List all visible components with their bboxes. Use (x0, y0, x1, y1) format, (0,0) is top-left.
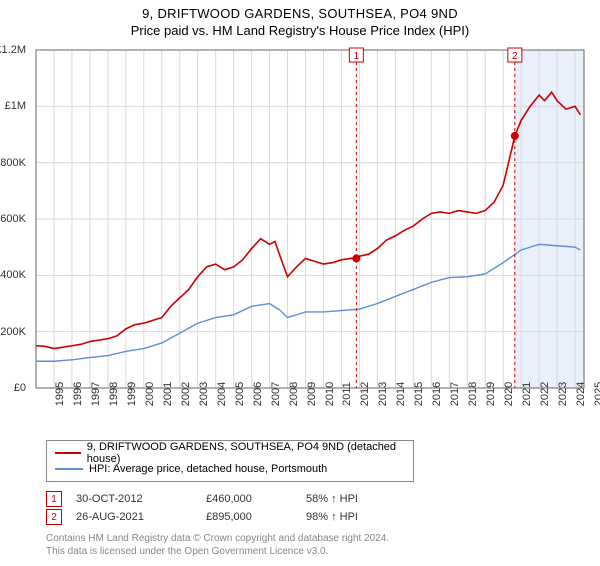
x-axis-label: 2025 (575, 382, 600, 406)
page-title: 9, DRIFTWOOD GARDENS, SOUTHSEA, PO4 9ND (0, 6, 600, 21)
y-axis-label: £0 (14, 382, 30, 394)
sale-row: 1 30-OCT-2012£460,00058% ↑ HPI (46, 490, 600, 508)
sale-marker-icon: 1 (46, 491, 62, 507)
y-axis-label: £800K (0, 157, 30, 169)
sale-date: 30-OCT-2012 (76, 493, 206, 505)
chart-legend: 9, DRIFTWOOD GARDENS, SOUTHSEA, PO4 9ND … (46, 440, 414, 482)
y-axis-label: £1M (5, 100, 30, 112)
y-axis-label: £600K (0, 213, 30, 225)
svg-text:1: 1 (354, 51, 360, 62)
sale-marker-icon: 2 (46, 509, 62, 525)
legend-swatch (55, 452, 81, 454)
svg-text:2: 2 (512, 51, 518, 62)
sale-vs-hpi: 98% ↑ HPI (306, 511, 426, 523)
sale-date: 26-AUG-2021 (76, 511, 206, 523)
legend-item-property: 9, DRIFTWOOD GARDENS, SOUTHSEA, PO4 9ND … (55, 445, 405, 461)
sale-vs-hpi: 58% ↑ HPI (306, 493, 426, 505)
y-axis-label: £200K (0, 326, 30, 338)
footer-line: Contains HM Land Registry data © Crown c… (46, 532, 600, 545)
legend-swatch (55, 468, 83, 470)
page-subtitle: Price paid vs. HM Land Registry's House … (0, 23, 600, 38)
legend-label: 9, DRIFTWOOD GARDENS, SOUTHSEA, PO4 9ND … (87, 441, 405, 465)
footer-attribution: Contains HM Land Registry data © Crown c… (46, 532, 600, 558)
sales-table: 1 30-OCT-2012£460,00058% ↑ HPI 2 26-AUG-202… (46, 490, 600, 526)
sale-price: £460,000 (206, 493, 306, 505)
sale-price: £895,000 (206, 511, 306, 523)
price-chart: 12 £0£200K£400K£600K£800K£1M£1.2M1995199… (30, 44, 590, 394)
legend-label: HPI: Average price, detached house, Port… (89, 463, 327, 475)
sale-row: 2 26-AUG-2021£895,00098% ↑ HPI (46, 508, 600, 526)
footer-line: This data is licensed under the Open Gov… (46, 545, 600, 558)
y-axis-label: £1.2M (0, 44, 30, 56)
y-axis-label: £400K (0, 269, 30, 281)
